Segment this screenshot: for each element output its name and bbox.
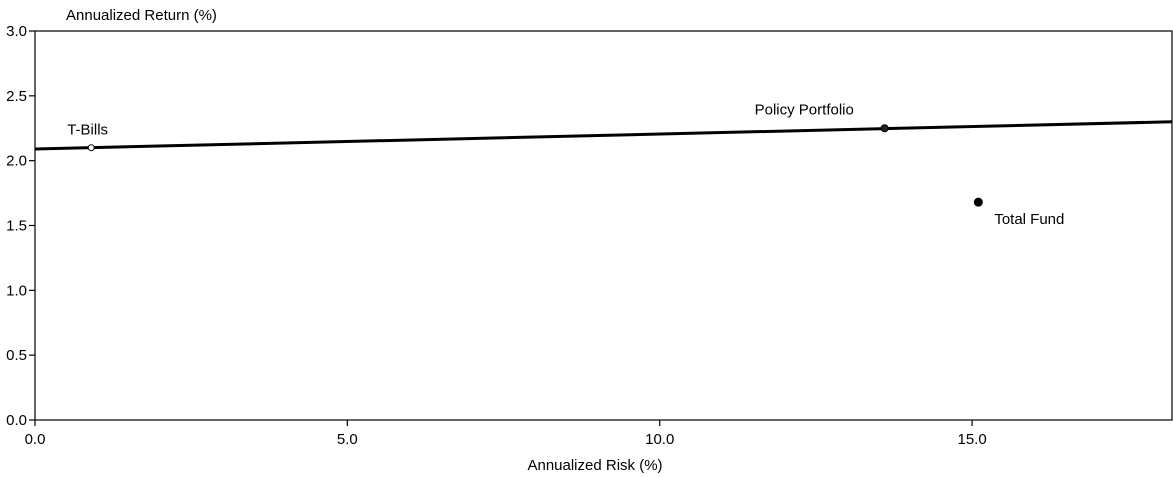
point-label-policy-portfolio: Policy Portfolio	[755, 101, 854, 118]
point-policy-portfolio	[880, 124, 889, 133]
point-label-total-fund: Total Fund	[994, 211, 1064, 228]
y-tick-label: 2.0	[6, 153, 27, 170]
y-tick-label: 0.0	[6, 412, 27, 429]
x-tick-label: 15.0	[957, 431, 986, 448]
y-tick-label: 3.0	[6, 23, 27, 40]
marks: T-Bills Policy Portfolio Total Fund	[34, 101, 1173, 228]
point-label-t-bills: T-Bills	[67, 122, 108, 139]
x-tick-label: 0.0	[25, 431, 46, 448]
y-axis-title: Annualized Return (%)	[66, 7, 217, 24]
x-tick-label: 5.0	[337, 431, 358, 448]
axes: 0.0 0.5 1.0 1.5 2.0 2.5 3.0 0.0 5.0 10.0 15.0	[6, 23, 1173, 448]
y-tick-label: 0.5	[6, 347, 27, 364]
x-axis-title: Annualized Risk (%)	[527, 457, 662, 474]
point-t-bills	[87, 144, 95, 152]
x-tick-label: 10.0	[645, 431, 674, 448]
point-total-fund	[973, 197, 983, 207]
y-tick-label: 1.5	[6, 218, 27, 235]
trend-line	[34, 120, 1173, 151]
y-tick-label: 1.0	[6, 282, 27, 299]
y-tick-label: 2.5	[6, 88, 27, 105]
